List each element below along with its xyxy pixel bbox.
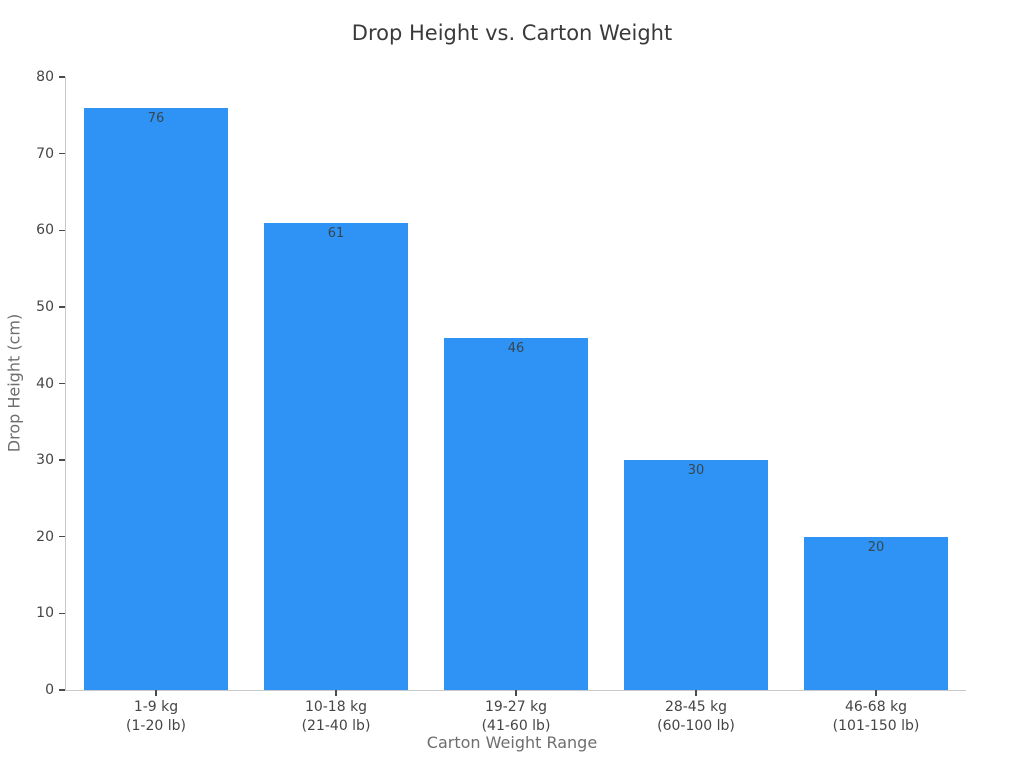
x-tick-label: 28-45 kg (60-100 lb) [657,699,735,734]
y-tick-mark [59,152,65,155]
bar: 20 [804,536,948,690]
chart-title: Drop Height vs. Carton Weight [351,21,673,45]
x-tick-label: 19-27 kg (41-60 lb) [481,699,551,734]
y-tick-label: 60 [36,222,54,239]
y-tick-mark [59,306,65,308]
bar: 46 [444,337,588,690]
y-tick-label: 70 [36,145,54,162]
y-tick-mark [59,76,65,78]
bar-value-label: 61 [327,225,345,241]
x-tick-label: 10-18 kg (21-40 lb) [301,699,371,734]
y-tick-mark [59,382,65,385]
y-tick-mark [59,459,65,461]
y-tick-mark [59,689,65,691]
bar: 76 [84,107,228,690]
bar: 30 [624,460,768,690]
x-tick-label: 46-68 kg (101-150 lb) [832,699,920,734]
bar-value-label: 30 [687,463,705,479]
bar: 61 [264,222,408,690]
plot-area: 0 10 20 30 40 50 60 70 80 76 1-9 kg (1-20 lb) 61 10-… [36,69,966,734]
bar-value-label: 20 [867,539,885,555]
bar-value-label: 76 [147,110,165,126]
y-tick-label: 0 [45,682,54,698]
x-tick-mark [335,690,337,696]
bar-value-label: 46 [507,340,525,356]
y-tick-label: 30 [36,452,54,469]
y-axis-label: Drop Height (cm) [4,313,24,453]
y-tick-mark [59,536,65,538]
x-tick-mark [875,690,877,696]
x-axis-label: Carton Weight Range [426,733,598,752]
y-tick-mark [59,612,65,615]
y-tick-label: 10 [36,605,54,622]
x-tick-label: 1-9 kg (1-20 lb) [126,699,186,734]
y-tick-mark [59,229,65,231]
y-tick-label: 20 [36,528,54,545]
x-tick-mark [695,690,697,696]
x-tick-mark [515,690,517,696]
y-tick-label: 80 [36,69,54,85]
x-tick-mark [155,690,157,696]
y-tick-label: 50 [36,298,54,315]
y-tick-label: 40 [36,375,54,392]
